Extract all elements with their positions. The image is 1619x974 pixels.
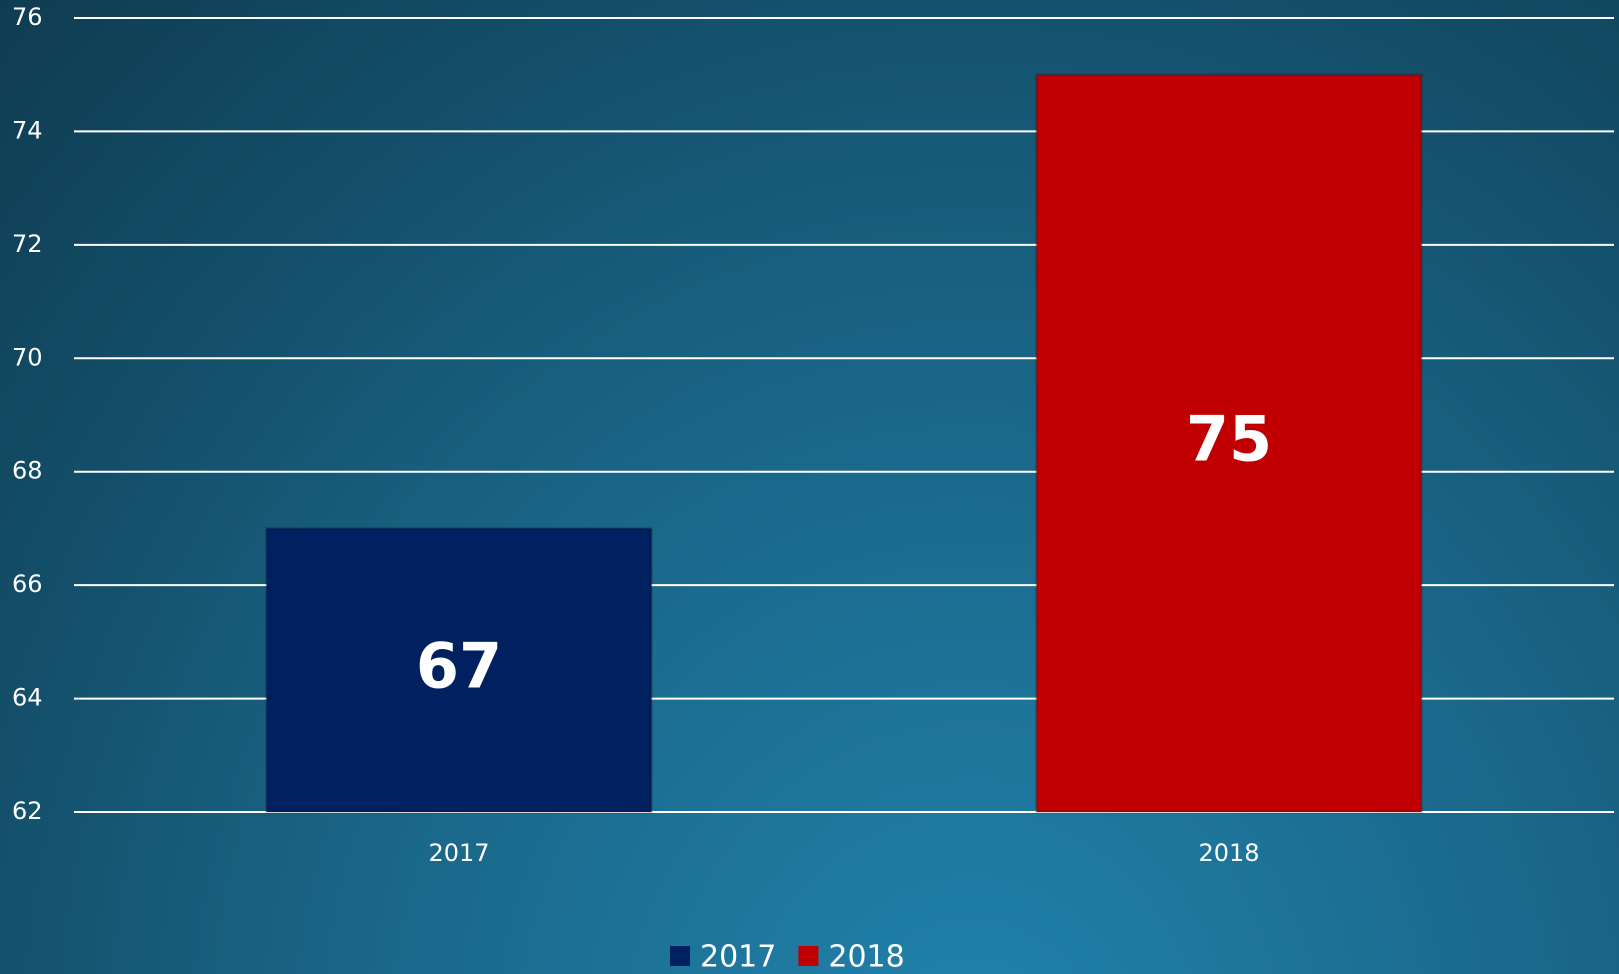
y-tick-label: 76	[12, 3, 43, 31]
legend-label: 2017	[700, 940, 776, 974]
y-tick-label: 74	[12, 116, 43, 144]
y-tick-label: 70	[12, 343, 43, 371]
legend-label: 2018	[828, 940, 904, 974]
legend-swatch	[670, 946, 690, 966]
bar	[265, 526, 653, 814]
x-tick-label: 2017	[428, 839, 489, 867]
legend-swatch	[798, 946, 819, 966]
x-tick-label: 2018	[1198, 839, 1259, 867]
y-tick-label: 72	[12, 230, 43, 258]
bar	[1035, 73, 1423, 814]
data-label: 67	[416, 629, 502, 702]
y-tick-label: 64	[12, 684, 43, 712]
data-label: 75	[1186, 402, 1272, 475]
y-tick-label: 68	[12, 457, 43, 485]
y-tick-label: 62	[12, 797, 43, 825]
y-tick-label: 66	[12, 570, 43, 598]
